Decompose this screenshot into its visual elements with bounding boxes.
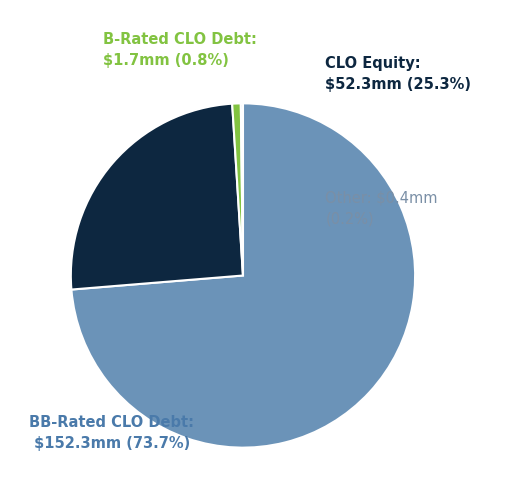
Text: Asset Type Summary²: Asset Type Summary²	[137, 18, 392, 37]
Text: CLO Equity:
$52.3mm (25.3%): CLO Equity: $52.3mm (25.3%)	[325, 56, 471, 92]
Wedge shape	[71, 103, 415, 448]
Text: Other: $0.4mm
(0.2%): Other: $0.4mm (0.2%)	[325, 190, 438, 227]
Wedge shape	[241, 103, 243, 275]
Wedge shape	[71, 103, 243, 289]
Wedge shape	[232, 103, 243, 275]
Text: BB-Rated CLO Debt:
 $152.3mm (73.7%): BB-Rated CLO Debt: $152.3mm (73.7%)	[29, 415, 194, 452]
Text: B-Rated CLO Debt:
$1.7mm (0.8%): B-Rated CLO Debt: $1.7mm (0.8%)	[103, 32, 257, 68]
